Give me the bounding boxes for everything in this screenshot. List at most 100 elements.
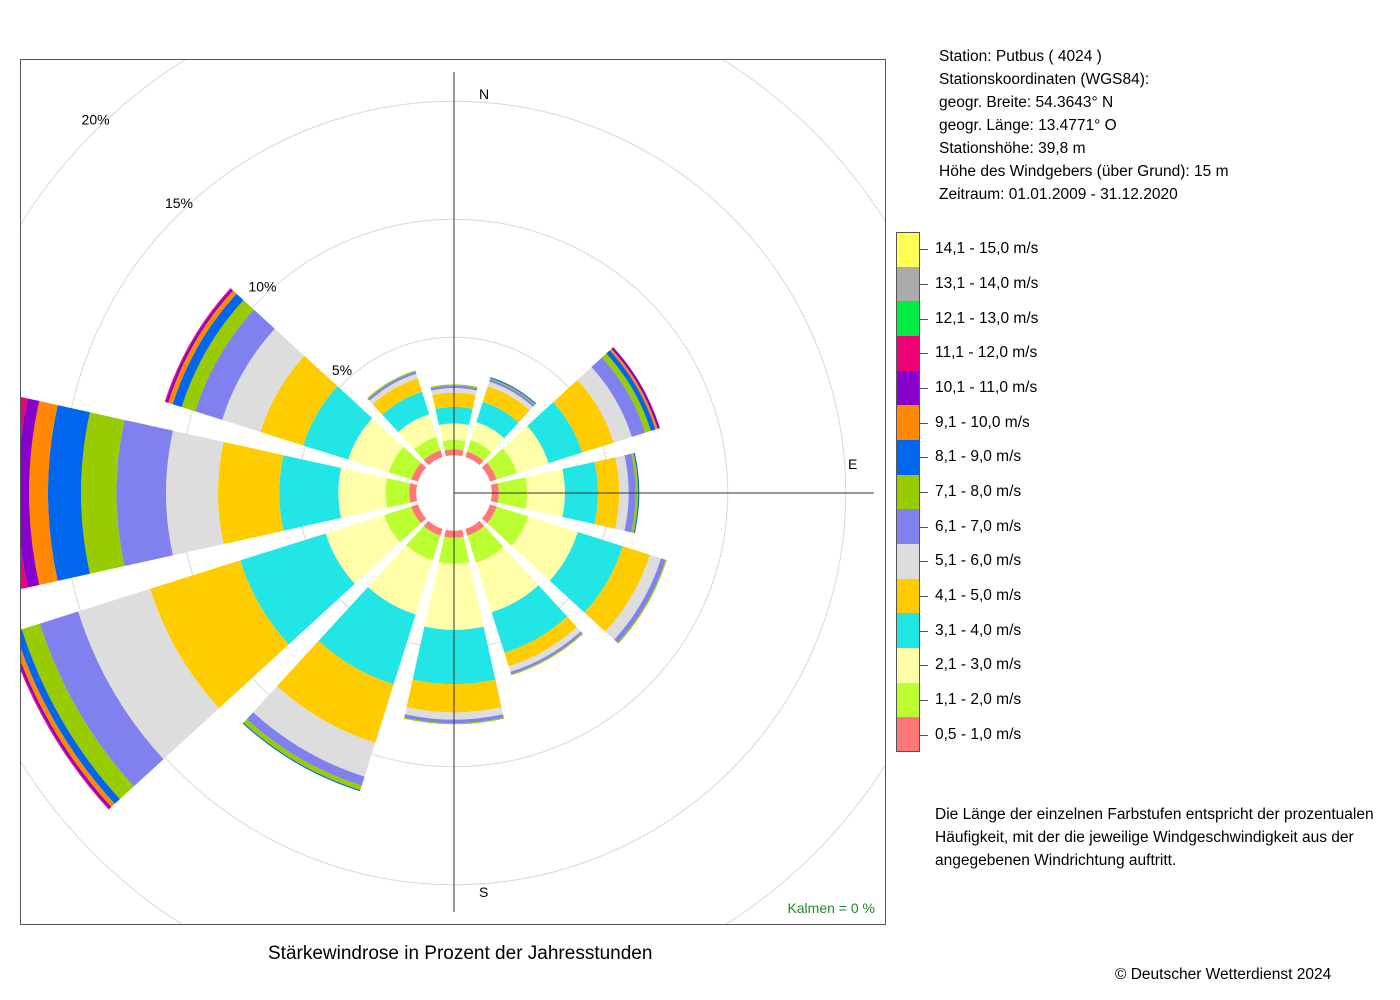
longitude: geogr. Länge: 13.4771° O bbox=[939, 117, 1117, 134]
windrose-chart: N E S 5% 10% 15% 20% Kalmen = 0 % bbox=[21, 60, 885, 924]
copyright: © Deutscher Wetterdienst 2024 bbox=[1115, 966, 1332, 983]
legend-label: 11,1 - 12,0 m/s bbox=[935, 344, 1038, 362]
sector-150-speed-class-7 bbox=[510, 631, 583, 675]
sector-330 bbox=[367, 370, 443, 466]
legend-swatch bbox=[896, 440, 920, 475]
calm-label: Kalmen = 0 % bbox=[787, 900, 875, 916]
sector-270-speed-class-3 bbox=[338, 467, 388, 519]
sector-60-speed-class-2 bbox=[487, 448, 518, 480]
windrose-plot-frame: N E S 5% 10% 15% 20% Kalmen = 0 % bbox=[20, 59, 886, 925]
sector-60-speed-class-3 bbox=[502, 426, 549, 474]
ring-label-15: 15% bbox=[165, 195, 193, 211]
ring-label-5: 5% bbox=[332, 362, 352, 378]
sector-0-speed-class-7 bbox=[430, 385, 478, 391]
sector-300-speed-class-10 bbox=[168, 290, 237, 405]
station-elevation: Stationshöhe: 39,8 m bbox=[939, 140, 1086, 157]
sector-30-speed-class-3 bbox=[470, 422, 505, 453]
sector-60-speed-class-11 bbox=[611, 347, 660, 429]
sector-60-speed-class-1 bbox=[481, 462, 497, 482]
sector-120-speed-class-6 bbox=[605, 554, 662, 640]
sector-210-speed-class-3 bbox=[367, 545, 433, 615]
sector-210-speed-class-6 bbox=[253, 686, 376, 777]
legend-swatch bbox=[896, 370, 920, 406]
legend-swatch bbox=[896, 648, 920, 683]
legend-label: 14,1 - 15,0 m/s bbox=[935, 240, 1039, 258]
sector-240-speed-class-8 bbox=[21, 623, 134, 800]
legend-tick bbox=[920, 388, 928, 389]
sector-60-speed-class-6 bbox=[577, 367, 632, 443]
sector-180-speed-class-8 bbox=[403, 717, 505, 725]
sector-240-speed-class-7 bbox=[39, 611, 164, 787]
legend-tick bbox=[920, 284, 928, 285]
sector-210-speed-class-7 bbox=[246, 712, 365, 786]
sector-300 bbox=[164, 288, 427, 482]
sector-120-speed-class-3 bbox=[511, 516, 578, 581]
sector-270-speed-class-7 bbox=[116, 419, 173, 567]
legend-tick bbox=[920, 630, 928, 632]
sector-300-speed-class-5 bbox=[260, 355, 338, 446]
sector-60-speed-class-4 bbox=[527, 402, 583, 464]
station-name: Station: Putbus ( 4024 ) bbox=[939, 48, 1102, 65]
station-info: Station: Putbus ( 4024 ) Stationskoordin… bbox=[939, 45, 1228, 206]
sector-150-speed-class-4 bbox=[491, 585, 568, 653]
chart-title: Stärkewindrose in Prozent der Jahresstun… bbox=[268, 943, 653, 964]
sector-60 bbox=[481, 347, 660, 482]
explanation-note: Die Länge der einzelnen Farbstufen entsp… bbox=[935, 806, 1374, 869]
legend-label: 6,1 - 7,0 m/s bbox=[935, 517, 1022, 535]
sector-210-speed-class-1 bbox=[423, 520, 443, 536]
sector-150-speed-class-5 bbox=[504, 616, 577, 667]
sector-270-speed-class-4 bbox=[279, 455, 342, 531]
sector-240 bbox=[21, 504, 427, 810]
sector-60-speed-class-9 bbox=[606, 350, 656, 431]
sector-60-speed-class-10 bbox=[609, 348, 658, 430]
sector-240-speed-class-1 bbox=[411, 504, 427, 524]
sensor-height: Höhe des Windgebers (über Grund): 15 m bbox=[939, 163, 1229, 180]
sector-240-speed-class-2 bbox=[384, 506, 421, 543]
legend-tick bbox=[920, 561, 928, 563]
sector-270-speed-class-6 bbox=[166, 430, 224, 556]
direction-label-north: N bbox=[479, 86, 489, 102]
sector-30-speed-class-7 bbox=[489, 379, 535, 407]
legend-tick bbox=[920, 596, 928, 597]
period: Zeitraum: 01.01.2009 - 31.12.2020 bbox=[939, 186, 1178, 203]
ring-label-20: 20% bbox=[82, 112, 110, 128]
legend-tick bbox=[920, 665, 928, 667]
sector-210-speed-class-8 bbox=[243, 719, 362, 791]
sector-330-speed-class-3 bbox=[398, 414, 437, 450]
sector-330-speed-class-2 bbox=[414, 436, 441, 460]
legend-tick bbox=[920, 422, 928, 424]
sector-300-speed-class-9 bbox=[172, 293, 244, 408]
sector-240-speed-class-6 bbox=[78, 588, 220, 760]
sector-270-speed-class-11 bbox=[21, 398, 40, 588]
legend-tick bbox=[920, 734, 928, 736]
sector-330-speed-class-5 bbox=[372, 378, 423, 415]
legend-tick bbox=[920, 526, 928, 528]
sector-210-speed-class-2 bbox=[406, 526, 441, 561]
sector-120 bbox=[481, 504, 667, 644]
sector-330-speed-class-6 bbox=[369, 373, 418, 405]
legend-label: 13,1 - 14,0 m/s bbox=[935, 275, 1039, 292]
legend-label: 3,1 - 4,0 m/s bbox=[935, 621, 1022, 639]
sector-270 bbox=[21, 397, 418, 589]
sector-210-speed-class-4 bbox=[318, 586, 416, 685]
sector-300-speed-class-7 bbox=[195, 309, 275, 420]
legend-tick bbox=[920, 492, 928, 493]
sector-0-speed-class-8 bbox=[430, 384, 478, 389]
legend-tick bbox=[920, 318, 928, 320]
sector-30-speed-class-6 bbox=[487, 381, 533, 411]
legend-swatch bbox=[896, 232, 920, 267]
legend-tick bbox=[920, 353, 928, 355]
sector-30-speed-class-4 bbox=[476, 401, 519, 439]
coordinates-label: Stationskoordinaten (WGS84): bbox=[939, 71, 1150, 88]
sector-120-speed-class-7 bbox=[614, 558, 666, 643]
sector-150 bbox=[465, 520, 584, 676]
sector-270-speed-class-5 bbox=[218, 441, 284, 545]
legend-label: 7,1 - 8,0 m/s bbox=[935, 483, 1022, 500]
sector-150-speed-class-1 bbox=[465, 520, 485, 536]
legend-swatch bbox=[896, 578, 920, 614]
legend-swatch bbox=[896, 544, 920, 579]
legend-label: 0,5 - 1,0 m/s bbox=[935, 725, 1022, 743]
sector-300-speed-class-3 bbox=[348, 418, 404, 473]
sector-150-speed-class-3 bbox=[475, 546, 539, 613]
legend-label: 12,1 - 13,0 m/s bbox=[935, 309, 1039, 327]
